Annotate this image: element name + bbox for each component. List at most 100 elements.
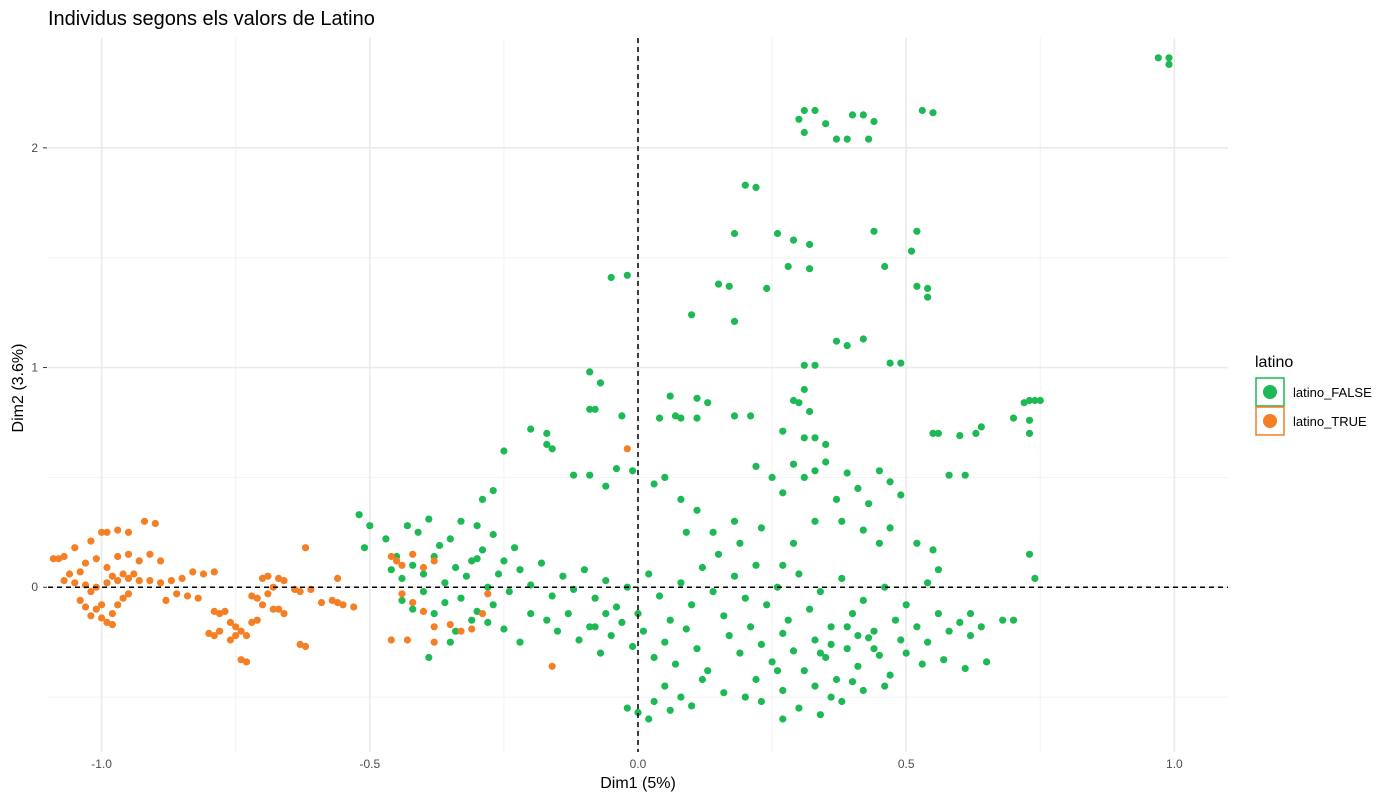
point-latino-true [108, 621, 116, 629]
point-latino-false [934, 566, 943, 574]
point-latino-false [870, 645, 878, 653]
legend-item-latino-false[interactable]: latino_FALSE [1255, 377, 1372, 407]
chart-title: Individus segons els valors de Latino [48, 8, 375, 30]
x-tick-label: -0.5 [359, 757, 380, 771]
point-latino-false [741, 594, 749, 602]
point-latino-false [956, 618, 964, 627]
point-latino-true [194, 594, 202, 602]
point-latino-true [275, 574, 283, 583]
point-latino-false [881, 262, 889, 271]
point-latino-false [881, 583, 889, 591]
point-latino-false [730, 317, 739, 325]
point-latino-false [661, 473, 669, 481]
point-latino-false [891, 616, 900, 624]
point-latino-true [248, 592, 256, 600]
point-latino-true [167, 577, 175, 585]
point-latino-false [913, 623, 921, 631]
point-latino-false [527, 610, 535, 618]
point-latino-false [650, 480, 658, 488]
point-latino-false [822, 458, 830, 466]
point-latino-false [832, 337, 841, 345]
point-latino-false [859, 526, 867, 534]
point-latino-true [76, 568, 84, 576]
point-latino-false [714, 550, 723, 558]
point-latino-true [119, 570, 127, 578]
point-latino-false [709, 528, 717, 536]
point-latino-true [350, 603, 358, 611]
point-latino-false [768, 658, 776, 666]
point-latino-false [811, 636, 819, 644]
point-latino-true [248, 618, 256, 627]
point-latino-false [602, 482, 610, 490]
point-latino-true [130, 570, 138, 578]
point-latino-false [811, 682, 819, 690]
point-latino-false [789, 539, 798, 547]
point-latino-false [741, 181, 749, 189]
point-latino-true [296, 588, 304, 596]
point-latino-false [945, 627, 953, 635]
point-latino-false [452, 563, 460, 572]
point-latino-false [800, 361, 808, 369]
point-latino-true [457, 627, 465, 635]
point-latino-true [275, 605, 283, 613]
point-latino-false [666, 392, 674, 400]
point-latino-false [822, 120, 830, 128]
point-latino-true [280, 577, 288, 585]
point-latino-true [146, 550, 154, 558]
point-latino-false [747, 623, 755, 631]
point-latino-true [189, 568, 197, 576]
legend-title: latino [1255, 354, 1293, 371]
point-latino-false [800, 667, 808, 675]
point-latino-false [366, 522, 374, 530]
point-latino-false [612, 603, 621, 611]
point-latino-false [843, 469, 851, 477]
point-latino-false [832, 675, 841, 684]
point-latino-false [897, 491, 905, 499]
point-latino-false [934, 610, 943, 618]
point-latino-false [773, 667, 782, 675]
point-latino-false [1165, 54, 1173, 62]
point-latino-false [929, 429, 937, 437]
point-latino-true [81, 603, 90, 611]
point-latino-false [586, 368, 594, 376]
point-latino-false [977, 423, 985, 431]
point-latino-false [693, 645, 701, 653]
point-latino-false [752, 183, 760, 191]
point-latino-true [419, 607, 428, 616]
point-latino-false [757, 697, 766, 706]
point-latino-true [119, 594, 127, 602]
point-latino-false [430, 610, 438, 618]
point-latino-false [902, 649, 910, 657]
legend-label-latino-true: latino_TRUE [1293, 414, 1367, 429]
point-latino-true [548, 662, 556, 670]
point-latino-false [822, 653, 830, 662]
legend-item-latino-true[interactable]: latino_TRUE [1255, 406, 1367, 436]
point-latino-true [157, 579, 165, 587]
point-latino-false [704, 399, 712, 407]
point-latino-true [484, 590, 492, 598]
point-latino-true [135, 577, 143, 585]
point-latino-false [457, 517, 465, 525]
x-axis-title: Dim1 (5%) [600, 775, 676, 792]
point-latino-false [645, 715, 653, 723]
point-latino-true [226, 636, 234, 644]
point-latino-true [98, 528, 106, 536]
point-latino-false [730, 572, 739, 580]
point-latino-true [398, 561, 406, 569]
point-latino-true [157, 557, 165, 565]
point-latino-false [924, 293, 932, 301]
point-latino-false [500, 447, 508, 455]
point-latino-true [103, 563, 111, 572]
point-latino-true [237, 627, 245, 635]
point-latino-false [409, 605, 417, 613]
point-latino-false [693, 506, 701, 514]
point-latino-true [60, 552, 68, 561]
point-latino-false [854, 632, 862, 640]
point-latino-false [789, 396, 798, 405]
axis-ticks: -1.0 -0.5 0.0 0.5 1.0 0 1 2 [31, 141, 1183, 771]
point-latino-false [355, 511, 363, 519]
point-latino-false [618, 412, 626, 420]
point-latino-true [151, 519, 159, 528]
point-latino-false [623, 704, 631, 712]
point-latino-false [940, 656, 948, 664]
